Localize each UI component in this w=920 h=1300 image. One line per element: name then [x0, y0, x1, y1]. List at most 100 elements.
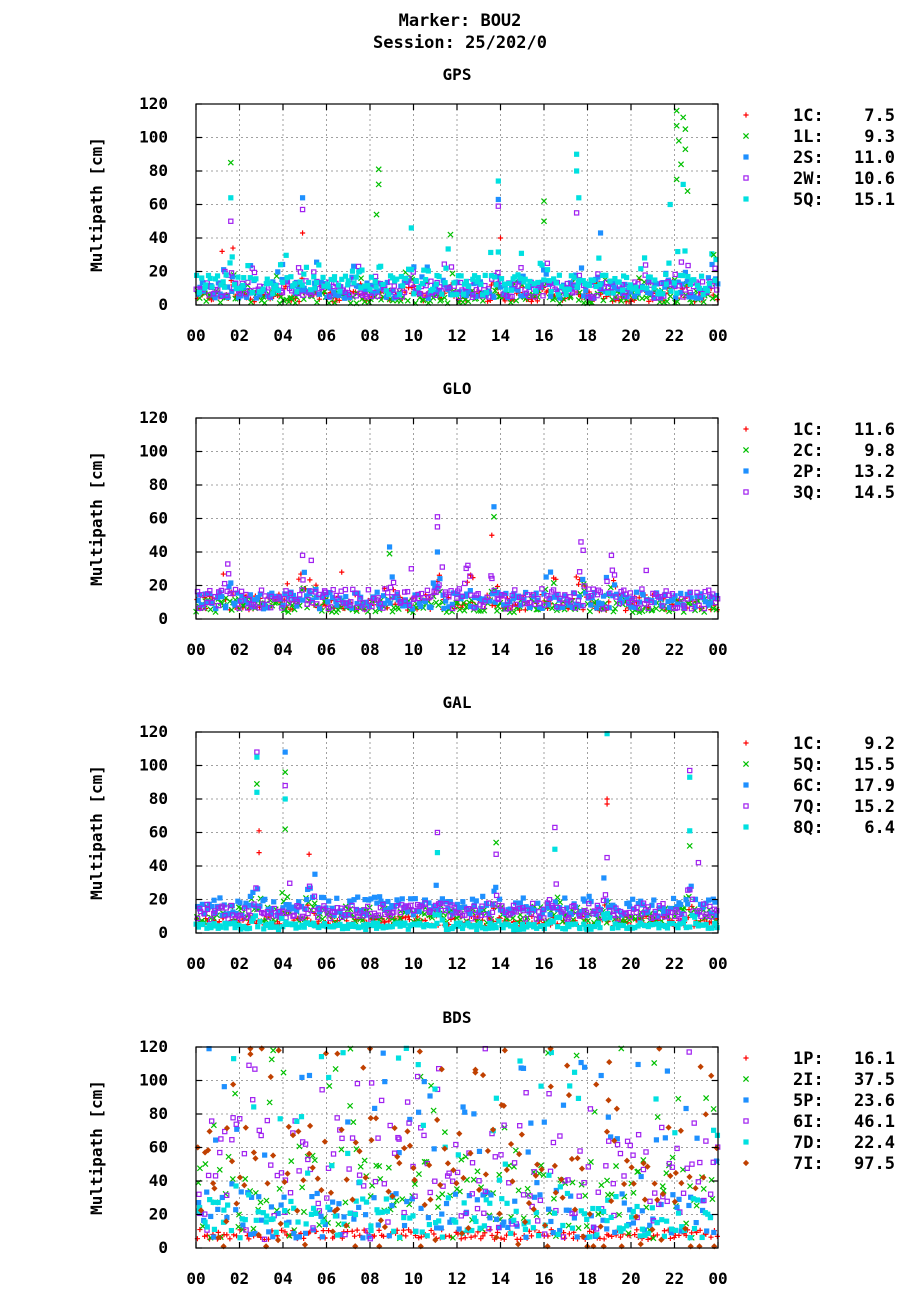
- point-2p: [380, 593, 387, 599]
- point-2p: [430, 580, 436, 586]
- point-8q: [244, 926, 250, 932]
- point-7i: [262, 1243, 270, 1250]
- point-7q: [634, 904, 640, 911]
- spike-point-1c: [256, 850, 262, 856]
- point-7d: [308, 1211, 315, 1217]
- point-5q: [411, 291, 417, 297]
- point-2p: [688, 595, 694, 601]
- legend-label: 1C:: [793, 420, 824, 440]
- point-5q: [325, 283, 331, 289]
- point-5p: [476, 1148, 483, 1155]
- point-2p: [599, 601, 605, 607]
- point-8q: [573, 921, 579, 927]
- point-2i: [411, 1181, 418, 1188]
- point-6c: [491, 888, 497, 894]
- point-7d: [251, 1104, 257, 1110]
- x-tick-label: 02: [230, 1269, 249, 1288]
- point-5q: [430, 286, 436, 292]
- point-2s: [598, 286, 604, 292]
- point-3q: [590, 586, 596, 592]
- point-7i: [507, 1140, 515, 1148]
- point-2i: [280, 1069, 287, 1076]
- point-1c: [573, 574, 579, 580]
- point-7i: [205, 1147, 212, 1154]
- point-5q: [610, 290, 616, 296]
- point-8q: [249, 918, 255, 924]
- point-3q: [459, 593, 465, 599]
- point-2i: [512, 1147, 519, 1154]
- spike-point-8q: [552, 846, 558, 852]
- point-7i: [623, 1157, 631, 1164]
- legend-marker-2w: [743, 175, 749, 181]
- point-8q: [459, 925, 466, 932]
- point-2p: [387, 600, 393, 606]
- point-2p: [313, 594, 319, 600]
- point-7d: [569, 1225, 576, 1231]
- point-8q: [607, 915, 613, 921]
- point-2i: [663, 1170, 670, 1177]
- spike-point-1l: [684, 188, 691, 195]
- point-2c: [282, 606, 289, 613]
- point-7d: [233, 1183, 239, 1189]
- point-1l: [404, 297, 411, 304]
- point-5q: [463, 278, 469, 284]
- point-5q: [675, 248, 681, 255]
- point-6c: [283, 902, 289, 908]
- point-6c: [247, 893, 253, 900]
- point-8q: [246, 925, 253, 931]
- point-5p: [588, 1213, 594, 1219]
- y-axis-label: Multipath [cm]: [87, 137, 106, 272]
- point-7q: [244, 914, 251, 920]
- point-7d: [555, 1231, 561, 1238]
- point-5q: [666, 260, 672, 266]
- point-7i: [521, 1218, 529, 1226]
- point-5q: [638, 266, 644, 272]
- point-5q: [288, 274, 294, 280]
- point-5p: [211, 1234, 217, 1240]
- point-5p: [683, 1105, 689, 1112]
- point-7i: [352, 1243, 359, 1250]
- point-1c: [502, 298, 508, 304]
- point-6i: [339, 1135, 345, 1142]
- point-6i: [614, 1141, 621, 1148]
- point-5q: [548, 288, 554, 295]
- point-6i: [603, 1163, 609, 1169]
- data-points: [193, 504, 721, 616]
- spike-point-2s: [495, 196, 501, 203]
- spike-point-3q: [578, 539, 584, 545]
- point-8q: [595, 920, 601, 926]
- point-2i: [300, 1208, 307, 1215]
- point-1p: [197, 1226, 203, 1233]
- point-8q: [612, 921, 618, 927]
- point-2c: [389, 608, 396, 615]
- point-6c: [582, 898, 588, 904]
- point-6i: [469, 1160, 476, 1166]
- point-2p: [670, 596, 676, 602]
- point-6c: [638, 898, 644, 904]
- point-3q: [212, 593, 218, 600]
- legend-value: 6.4: [864, 818, 895, 838]
- point-5q: [501, 281, 508, 287]
- point-2w: [678, 259, 685, 265]
- point-5p: [278, 1202, 284, 1208]
- point-5p: [686, 1202, 692, 1209]
- point-7q: [306, 883, 313, 889]
- point-7d: [291, 1205, 297, 1211]
- point-5p: [371, 1195, 377, 1201]
- point-5q: [663, 281, 669, 287]
- point-7i: [426, 1162, 433, 1169]
- point-7i: [389, 1193, 396, 1200]
- point-5p: [534, 1180, 540, 1186]
- point-1p: [487, 1227, 493, 1233]
- point-7d: [263, 1219, 269, 1225]
- point-2s: [298, 288, 305, 294]
- point-5p: [238, 1189, 244, 1195]
- point-7d: [294, 1118, 300, 1124]
- point-2p: [651, 600, 657, 606]
- point-6i: [412, 1193, 418, 1199]
- legend-marker-7i: [742, 1159, 750, 1167]
- point-6c: [661, 910, 667, 917]
- point-3q: [207, 587, 213, 594]
- point-5p: [341, 1214, 347, 1220]
- spike-point-7i: [606, 1058, 613, 1066]
